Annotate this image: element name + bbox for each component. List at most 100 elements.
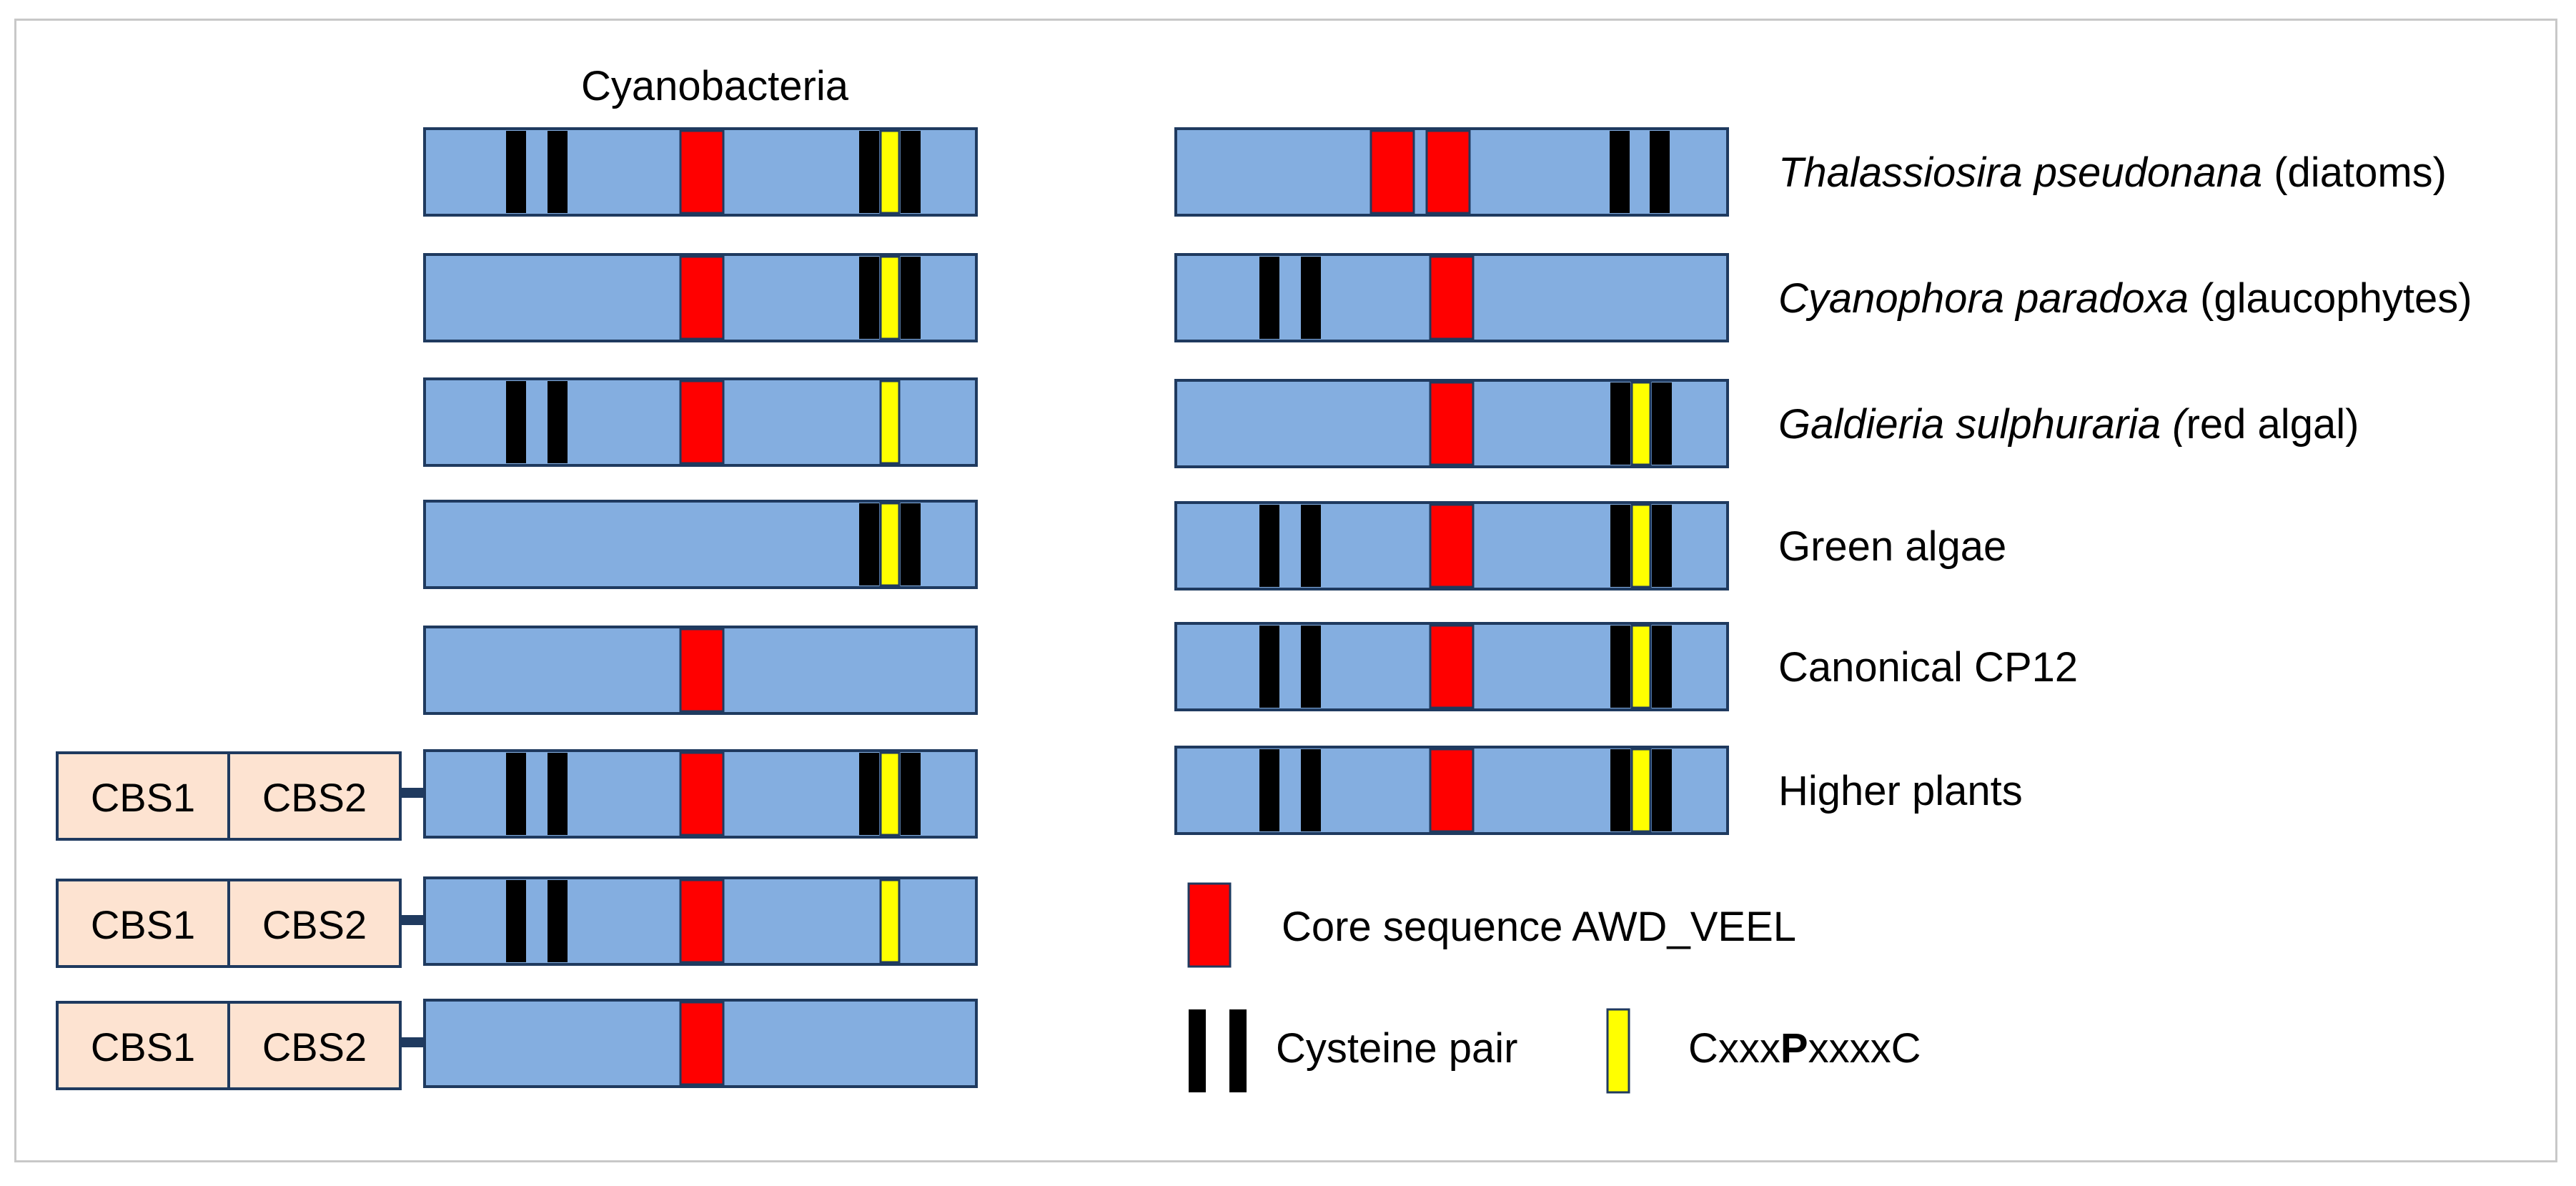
cysteine-mark [1610,382,1630,465]
organism-label-italic: Cyanophora paradoxa [1778,275,2189,322]
organism-label: Green algae [1778,523,2006,570]
cyanobacteria-row [423,500,978,589]
organism-label-plain: Green algae [1778,523,2006,570]
legend-cysteine-swatch-a [1189,1009,1206,1092]
cbs1-domain [56,879,230,968]
organism-label: Thalassiosira pseudonana (diatoms) [1778,149,2447,196]
cysteine-mark [506,381,526,463]
cysteine-mark [1650,131,1670,213]
cysteine-mark [901,753,921,835]
organism-label: Cyanophora paradoxa (glaucophytes) [1778,275,2472,322]
cysteine-mark [548,753,568,835]
linker [400,915,425,925]
organism-label-plain: Canonical CP12 [1778,644,2078,691]
cysteine-mark [1652,505,1672,587]
cbs2-domain [227,1001,402,1090]
legend-motif-label: CxxxPxxxxC [1688,1025,1921,1072]
cbs2-domain [227,879,402,968]
cxxxpxxxxc-motif [1630,381,1652,466]
core-sequence-box [679,751,725,836]
core-sequence-box [679,129,725,214]
cxxxpxxxxc-motif [879,751,901,836]
eukaryote-row: Canonical CP12 [1174,622,2078,711]
eukaryote-row: Higher plants [1174,746,2023,835]
cysteine-mark [859,503,879,585]
cysteine-mark [901,503,921,585]
eukaryote-row: Galdieria sulphuraria (red algal) [1174,379,2359,468]
core-sequence-box [679,255,725,340]
cyanobacteria-row: CBS1 CBS2 [56,999,978,1090]
organism-label-italic: Galdieria sulphuraria ( [1778,401,2190,448]
cysteine-mark [1610,626,1630,708]
cyanobacteria-row: CBS1 CBS2 [56,749,978,841]
cyanobacteria-row [423,626,978,715]
cbs2-label: CBS2 [262,775,367,820]
legend-core-label: Core sequence AWD_VEEL [1282,904,1796,950]
core-sequence-box [1369,129,1415,214]
cbs2-label: CBS2 [262,1024,367,1069]
cysteine-mark [1610,131,1630,213]
cysteine-mark [901,257,921,339]
linker [400,1037,425,1047]
organism-label-plain: Higher plants [1778,768,2023,814]
cysteine-mark [1301,257,1321,339]
cbs2-domain [227,751,402,841]
eukaryote-row: Cyanophora paradoxa (glaucophytes) [1174,253,2472,342]
core-sequence-box [1425,129,1471,214]
organism-label-plain: (glaucophytes) [2189,275,2472,322]
legend-cysteine-label: Cysteine pair [1276,1025,1517,1072]
cysteine-mark [859,131,879,213]
cxxxpxxxxc-motif [1630,503,1652,588]
organism-label: Galdieria sulphuraria (red algal) [1778,401,2359,448]
legend-motif-swatch [1606,1008,1630,1094]
cxxxpxxxxc-motif [879,879,901,964]
cysteine-mark [548,131,568,213]
cyanobacteria-row [423,127,978,217]
cysteine-mark [1259,749,1279,831]
cyanobacteria-title: Cyanobacteria [581,63,849,109]
cyanobacteria-row [423,377,978,467]
cysteine-mark [859,753,879,835]
core-sequence-box [1429,381,1475,466]
cbs1-label: CBS1 [91,1024,195,1069]
cyanobacteria-row [423,253,978,342]
organism-label-italic: Thalassiosira pseudonana [1778,149,2262,196]
cxxxpxxxxc-motif [1630,748,1652,833]
core-sequence-box [1429,748,1475,833]
core-sequence-box [679,628,725,713]
cbs1-label: CBS1 [91,775,195,820]
cysteine-mark [1301,505,1321,587]
core-sequence-box [679,1001,725,1086]
cbs1-domain [56,1001,230,1090]
core-sequence-box [679,380,725,465]
figure-frame [14,19,2557,1162]
organism-label: Higher plants [1778,768,2023,814]
cysteine-mark [859,257,879,339]
cbs1-label: CBS1 [91,902,195,947]
linker [400,788,425,798]
core-sequence-box [1429,503,1475,588]
legend-core-swatch [1187,882,1232,968]
cysteine-mark [1652,382,1672,465]
cxxxpxxxxc-motif [879,129,901,214]
cysteine-mark [1652,626,1672,708]
organism-label: Canonical CP12 [1778,644,2078,691]
cysteine-mark [1301,626,1321,708]
core-sequence-box [679,879,725,964]
cxxxpxxxxc-motif [1630,624,1652,709]
cysteine-mark [506,753,526,835]
legend: Core sequence AWD_VEEL Cysteine pair Cxx… [1187,882,1921,1094]
cysteine-mark [1259,626,1279,708]
core-sequence-box [1429,255,1475,340]
eukaryote-row: Green algae [1174,501,2006,590]
eukaryote-row: Thalassiosira pseudonana (diatoms) [1174,127,2447,217]
legend-cysteine-swatch-b [1229,1009,1247,1092]
cxxxpxxxxc-motif [879,255,901,340]
cysteine-mark [1259,505,1279,587]
cysteine-mark [1610,505,1630,587]
cysteine-mark [1259,257,1279,339]
cysteine-mark [506,880,526,962]
cysteine-mark [1610,749,1630,831]
cysteine-mark [901,131,921,213]
